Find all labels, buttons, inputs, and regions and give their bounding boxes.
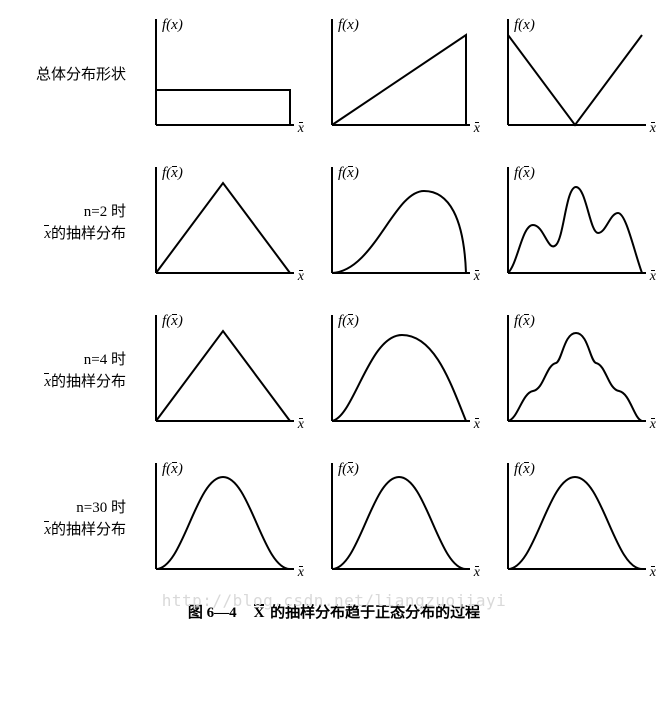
plot-r1c3: f(x) x (500, 15, 658, 135)
xlabel-r3c2: x (474, 417, 480, 433)
row-label-4: n=30 时 x的抽样分布 (10, 497, 130, 542)
xlabel-r1c3: x (650, 121, 656, 137)
xlabel-r1c2: x (474, 121, 480, 137)
xlabel-r3c1: x (298, 417, 304, 433)
row3-line2: x的抽样分布 (10, 371, 126, 394)
xlabel-r2c3: x (650, 269, 656, 285)
ylabel-r4c1: f(x) (162, 461, 183, 478)
plot-r2c2: f(x) x (324, 163, 482, 283)
caption-var: X (254, 605, 265, 622)
row-label-1: 总体分布形状 (10, 64, 130, 87)
ylabel-r4c3: f(x) (514, 461, 535, 478)
xlabel-r2c2: x (474, 269, 480, 285)
plot-r4c2: f(x) x (324, 459, 482, 579)
ylabel-r1c1: f(x) (162, 17, 183, 34)
row-label-2: n=2 时 x的抽样分布 (10, 201, 130, 246)
xlabel-r4c3: x (650, 565, 656, 581)
ylabel-r2c1: f(x) (162, 165, 183, 182)
row4-line2: x的抽样分布 (10, 519, 126, 542)
plot-r2c3: f(x) x (500, 163, 658, 283)
plot-r2c1: f(x) x (148, 163, 306, 283)
ylabel-r1c3: f(x) (514, 17, 535, 34)
xlabel-r3c3: x (650, 417, 656, 433)
plot-r1c2: f(x) x (324, 15, 482, 135)
xlabel-r4c1: x (298, 565, 304, 581)
figure-caption: 图 6—4 X 的抽样分布趋于正态分布的过程 (10, 601, 658, 622)
ylabel-r3c1: f(x) (162, 313, 183, 330)
caption-suffix: 的抽样分布趋于正态分布的过程 (266, 605, 480, 621)
xlabel-r2c1: x (298, 269, 304, 285)
row2-line2: x的抽样分布 (10, 223, 126, 246)
xlabel-r1c1: x (298, 121, 304, 137)
ylabel-r4c2: f(x) (338, 461, 359, 478)
ylabel-r3c3: f(x) (514, 313, 535, 330)
ylabel-r1c2: f(x) (338, 17, 359, 34)
ylabel-r2c2: f(x) (338, 165, 359, 182)
ylabel-r3c2: f(x) (338, 313, 359, 330)
plot-r3c1: f(x) x (148, 311, 306, 431)
row1-text: 总体分布形状 (10, 64, 126, 87)
plot-r4c1: f(x) x (148, 459, 306, 579)
row4-line1: n=30 时 (10, 497, 126, 520)
xlabel-r4c2: x (474, 565, 480, 581)
plot-r4c3: f(x) x (500, 459, 658, 579)
plot-r3c2: f(x) x (324, 311, 482, 431)
row-label-3: n=4 时 x的抽样分布 (10, 349, 130, 394)
row3-line1: n=4 时 (10, 349, 126, 372)
plot-grid: 总体分布形状 f(x) x f(x) x f(x) x n=2 时 x的抽样分布 (10, 15, 658, 579)
plot-r1c1: f(x) x (148, 15, 306, 135)
plot-r3c3: f(x) x (500, 311, 658, 431)
figure-container: 总体分布形状 f(x) x f(x) x f(x) x n=2 时 x的抽样分布 (10, 15, 658, 622)
row2-line1: n=2 时 (10, 201, 126, 224)
caption-prefix: 图 6—4 (188, 605, 252, 621)
ylabel-r2c3: f(x) (514, 165, 535, 182)
